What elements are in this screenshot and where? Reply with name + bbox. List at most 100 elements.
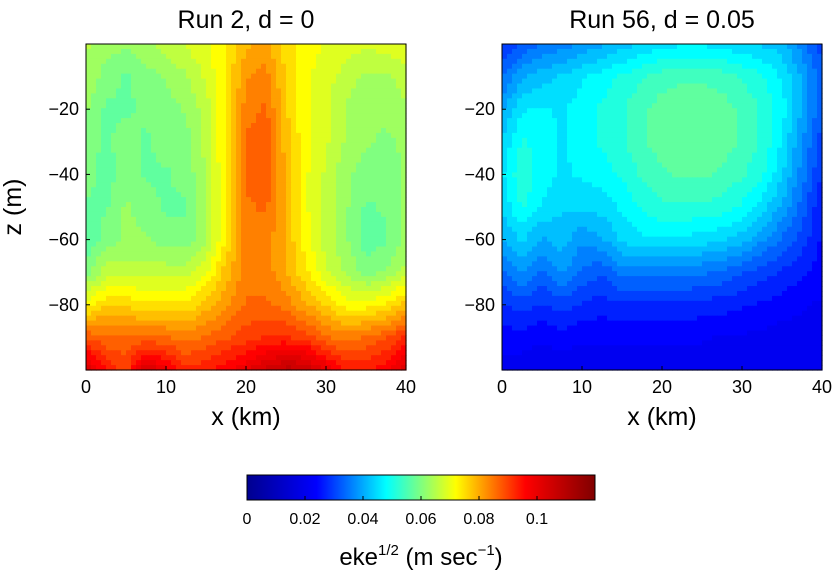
- heatmap-cell: [141, 63, 147, 70]
- heatmap-cell: [206, 152, 212, 159]
- heatmap-cell: [171, 241, 177, 248]
- heatmap-cell: [802, 68, 808, 75]
- heatmap-cell: [206, 118, 212, 124]
- heatmap-cell: [161, 152, 167, 159]
- heatmap-cell: [597, 58, 603, 65]
- heatmap-cell: [612, 53, 618, 60]
- heatmap-cell: [191, 172, 197, 178]
- heatmap-cell: [256, 315, 262, 322]
- heatmap-cell: [96, 78, 102, 85]
- heatmap-cell: [567, 93, 573, 99]
- heatmap-cell: [226, 68, 232, 75]
- heatmap-cell: [667, 48, 673, 55]
- heatmap-cell: [241, 113, 247, 119]
- heatmap-cell: [86, 147, 92, 154]
- heatmap-cell: [371, 360, 377, 366]
- heatmap-cell: [121, 207, 127, 213]
- heatmap-cell: [266, 241, 272, 248]
- heatmap-cell: [176, 63, 182, 70]
- heatmap-cell: [116, 330, 122, 337]
- heatmap-cell: [296, 365, 302, 371]
- heatmap-cell: [166, 305, 172, 312]
- heatmap-cell: [777, 73, 783, 80]
- heatmap-cell: [321, 350, 327, 356]
- heatmap-cell: [351, 137, 357, 144]
- heatmap-cell: [712, 83, 718, 90]
- heatmap-cell: [141, 256, 147, 262]
- heatmap-cell: [622, 68, 628, 75]
- heatmap-cell: [346, 48, 352, 55]
- heatmap-cell: [221, 365, 227, 371]
- heatmap-cell: [351, 108, 357, 114]
- heatmap-cell: [276, 281, 282, 287]
- heatmap-cell: [797, 53, 803, 60]
- heatmap-cell: [286, 48, 292, 55]
- heatmap-cell: [667, 83, 673, 90]
- heatmap-cell: [191, 340, 197, 346]
- heatmap-cell: [186, 118, 192, 124]
- heatmap-cell: [176, 340, 182, 346]
- heatmap-cell: [356, 345, 362, 351]
- heatmap-cell: [241, 310, 247, 317]
- heatmap-cell: [301, 142, 307, 149]
- heatmap-cell: [336, 231, 342, 238]
- heatmap-cell: [742, 53, 748, 60]
- heatmap-cell: [336, 266, 342, 272]
- heatmap-cell: [296, 157, 302, 164]
- heatmap-cell: [126, 142, 132, 149]
- heatmap-cell: [356, 142, 362, 149]
- heatmap-cell: [401, 325, 407, 332]
- heatmap-cell: [361, 63, 367, 70]
- heatmap-cell: [376, 251, 382, 257]
- heatmap-cell: [356, 147, 362, 154]
- heatmap-cell: [717, 73, 723, 80]
- heatmap-cell: [687, 48, 693, 55]
- heatmap-cell: [366, 251, 372, 257]
- heatmap-cell: [211, 123, 217, 129]
- heatmap-cell: [787, 88, 793, 94]
- heatmap-cell: [261, 281, 267, 287]
- heatmap-cell: [361, 290, 367, 297]
- heatmap-cell: [176, 83, 182, 90]
- heatmap-cell: [131, 216, 137, 223]
- x-tick-label: 20: [236, 377, 256, 397]
- heatmap-cell: [86, 44, 92, 50]
- heatmap-cell: [261, 241, 267, 248]
- heatmap-cell: [246, 58, 252, 65]
- heatmap-cell: [401, 241, 407, 248]
- heatmap-cell: [136, 305, 142, 312]
- heatmap-cell: [96, 310, 102, 317]
- heatmap-cell: [111, 202, 117, 208]
- heatmap-cell: [396, 132, 402, 139]
- heatmap-cell: [181, 73, 187, 80]
- heatmap-cell: [96, 63, 102, 70]
- heatmap-cell: [231, 330, 237, 337]
- heatmap-cell: [331, 48, 337, 55]
- heatmap-cell: [156, 172, 162, 178]
- heatmap-cell: [632, 93, 638, 99]
- heatmap-cell: [371, 256, 377, 262]
- heatmap-cell: [111, 221, 117, 228]
- heatmap-cell: [201, 207, 207, 213]
- heatmap-cell: [121, 83, 127, 90]
- heatmap-cell: [126, 78, 132, 85]
- heatmap-cell: [682, 58, 688, 65]
- heatmap-cell: [241, 157, 247, 164]
- heatmap-cell: [86, 63, 92, 70]
- heatmap-cell: [331, 340, 337, 346]
- heatmap-cell: [126, 236, 132, 243]
- heatmap-cell: [216, 197, 222, 203]
- heatmap-cell: [311, 53, 317, 60]
- heatmap-cell: [366, 241, 372, 248]
- heatmap-cell: [231, 83, 237, 90]
- heatmap-cell: [196, 93, 202, 99]
- heatmap-cell: [291, 48, 297, 55]
- heatmap-cell: [246, 192, 252, 198]
- heatmap-cell: [266, 281, 272, 287]
- heatmap-cell: [186, 192, 192, 198]
- heatmap-cell: [256, 246, 262, 253]
- heatmap-cell: [356, 172, 362, 178]
- heatmap-cell: [351, 113, 357, 119]
- heatmap-cell: [146, 83, 152, 90]
- heatmap-cell: [376, 63, 382, 70]
